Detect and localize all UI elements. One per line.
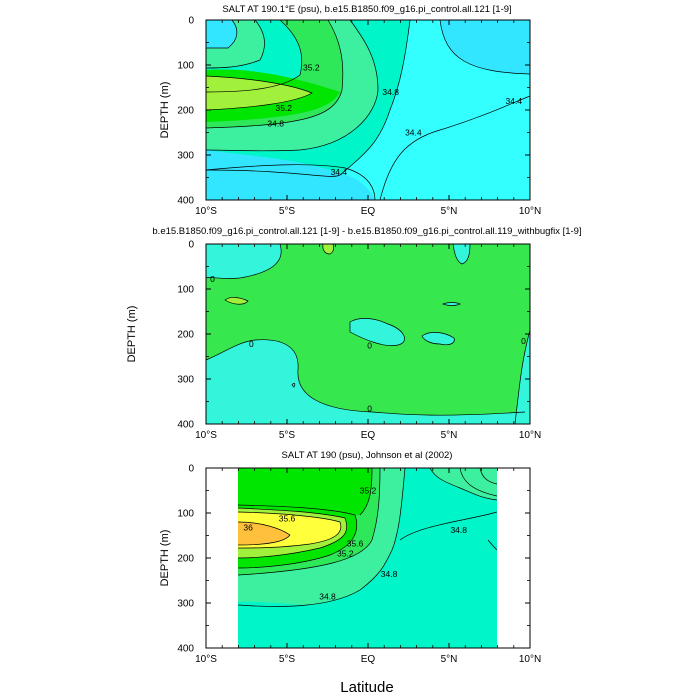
x-tick-label: EQ (361, 654, 376, 665)
contour-label: 0 (367, 340, 372, 350)
panel2-axes: 10°S 5°S EQ 5°N 10°N 0 100 200 300 400 (177, 240, 541, 442)
panel1-title: SALT AT 190.1°E (psu), b.e15.B1850.f09_g… (222, 4, 511, 15)
contour-label: 35.6 (347, 539, 364, 549)
contour-label: 34.8 (450, 525, 467, 535)
y-tick-label: 300 (177, 151, 194, 162)
x-tick-label: 10°S (195, 654, 217, 665)
panel-model-salinity: SALT AT 190.1°E (psu), b.e15.B1850.f09_g… (159, 4, 541, 217)
contour-label: 34.4 (405, 128, 422, 138)
y-tick-label: 0 (188, 464, 194, 475)
contour-label: 35.2 (360, 486, 377, 496)
contour-label: 0 (367, 403, 372, 413)
figure-xlabel: Latitude (340, 679, 393, 696)
x-tick-label: 10°S (195, 430, 217, 441)
panel3-ylabel: DEPTH (m) (159, 530, 171, 587)
x-tick-label: 5°S (279, 206, 296, 217)
panel3-axes: 10°S 5°S EQ 5°N 10°N 0 100 200 300 400 (177, 464, 541, 666)
x-tick-label: EQ (361, 430, 376, 441)
y-tick-label: 200 (177, 106, 194, 117)
x-tick-label: 10°N (519, 654, 541, 665)
contour-label: 35.2 (275, 103, 292, 113)
panel2-ylabel: DEPTH (m) (126, 306, 138, 363)
contour-label: 35.2 (303, 62, 320, 72)
y-tick-label: 300 (177, 599, 194, 610)
contour-label: 34.8 (381, 569, 398, 579)
x-tick-label: 5°N (441, 654, 458, 665)
panel1-plot-area (205, 19, 531, 201)
x-tick-label: 5°S (279, 654, 296, 665)
y-tick-label: 100 (177, 285, 194, 296)
x-tick-label: 5°N (441, 430, 458, 441)
panel2-contour-labels: 0 0 0 0 0 (210, 274, 526, 413)
y-tick-label: 400 (177, 420, 194, 431)
x-tick-label: 10°S (195, 206, 217, 217)
contour-label: 34.8 (382, 87, 399, 97)
y-tick-label: 400 (177, 196, 194, 207)
panel2-title: b.e15.B1850.f09_g16.pi_control.all.121 [… (152, 226, 581, 237)
y-tick-label: 300 (177, 375, 194, 386)
contour-label: 36 (243, 522, 253, 532)
panel1-ylabel: DEPTH (m) (159, 82, 171, 139)
x-tick-label: 5°N (441, 206, 458, 217)
y-tick-label: 0 (188, 16, 194, 27)
y-tick-label: 400 (177, 644, 194, 655)
panel-model-difference: b.e15.B1850.f09_g16.pi_control.all.121 [… (126, 226, 582, 441)
panel1-contour-labels: 35.2 35.2 34.8 34.8 34.4 34.4 34.4 (267, 62, 522, 177)
panel-observed-salinity: SALT AT 190 (psu), Johnson et al (2002) (159, 450, 541, 665)
x-tick-label: 10°N (519, 206, 541, 217)
contour-label: 35.2 (337, 549, 354, 559)
x-tick-label: 10°N (519, 430, 541, 441)
panel2-plot-area (205, 243, 531, 425)
panel3-title: SALT AT 190 (psu), Johnson et al (2002) (282, 450, 453, 461)
contour-label: 34.8 (267, 119, 284, 129)
contour-label: 0 (521, 336, 526, 346)
y-tick-label: 100 (177, 509, 194, 520)
y-tick-label: 0 (188, 240, 194, 251)
panel1-axes: 10°S 5°S EQ 5°N 10°N 0 100 200 300 400 (177, 16, 541, 218)
contour-label: 34.8 (319, 591, 336, 601)
x-tick-label: EQ (361, 206, 376, 217)
contour-label: 34.4 (506, 96, 523, 106)
y-tick-label: 200 (177, 554, 194, 565)
contour-label: 35.6 (279, 513, 296, 523)
panel3-plot-area (237, 467, 498, 648)
contour-label: 0 (249, 339, 254, 349)
contour-label: 0 (210, 274, 215, 284)
contour-label: 34.4 (331, 167, 348, 177)
y-tick-label: 100 (177, 61, 194, 72)
y-tick-label: 200 (177, 330, 194, 341)
x-tick-label: 5°S (279, 430, 296, 441)
